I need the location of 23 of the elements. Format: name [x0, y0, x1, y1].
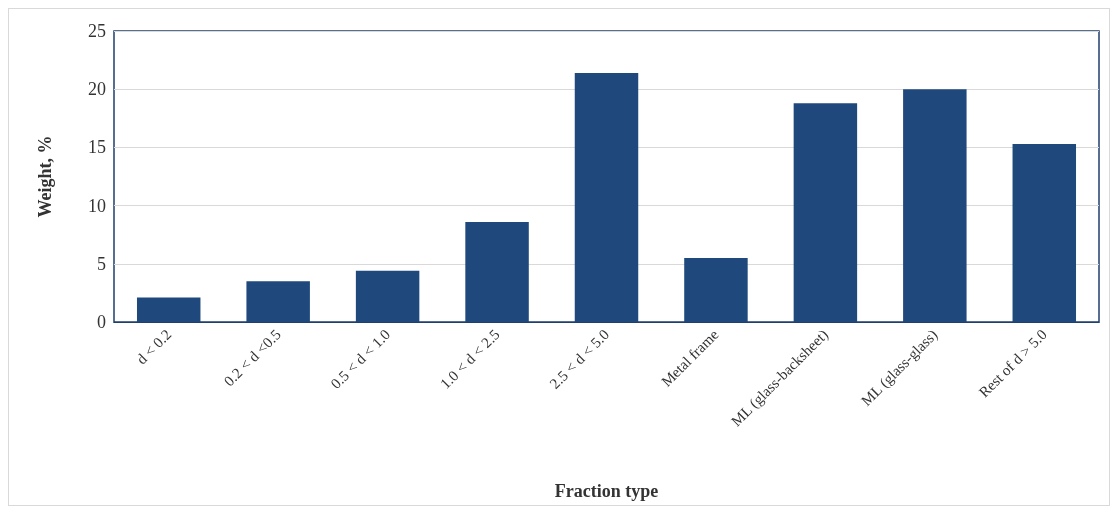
- bar: [903, 89, 967, 322]
- y-axis-title: Weight, %: [35, 135, 55, 218]
- x-tick-label: 1.0 < d < 2.5: [437, 326, 503, 392]
- bar: [574, 72, 639, 322]
- x-axis-title: Fraction type: [554, 481, 659, 501]
- bar: [355, 270, 420, 322]
- bar: [684, 257, 748, 322]
- y-tick-label: 10: [88, 195, 106, 216]
- bar: [465, 221, 529, 322]
- x-tick-label: 2.5 < d < 5.0: [546, 326, 613, 392]
- bar: [793, 103, 858, 322]
- x-tick-label: 0.5 < d < 1.0: [327, 326, 394, 392]
- y-tick-label: 0: [97, 312, 106, 332]
- bar: [246, 281, 310, 322]
- y-tick-label: 20: [88, 79, 106, 100]
- y-tick-label: 25: [88, 21, 106, 41]
- x-tick-label: d < 0.2: [133, 326, 175, 368]
- bar: [1012, 143, 1077, 322]
- bar: [136, 297, 201, 322]
- x-tick-label: 0.2 < d <0.5: [220, 326, 284, 390]
- y-tick-label: 15: [88, 137, 106, 158]
- y-tick-label: 5: [97, 253, 106, 274]
- x-tick-label: Rest of d > 5.0: [975, 326, 1050, 401]
